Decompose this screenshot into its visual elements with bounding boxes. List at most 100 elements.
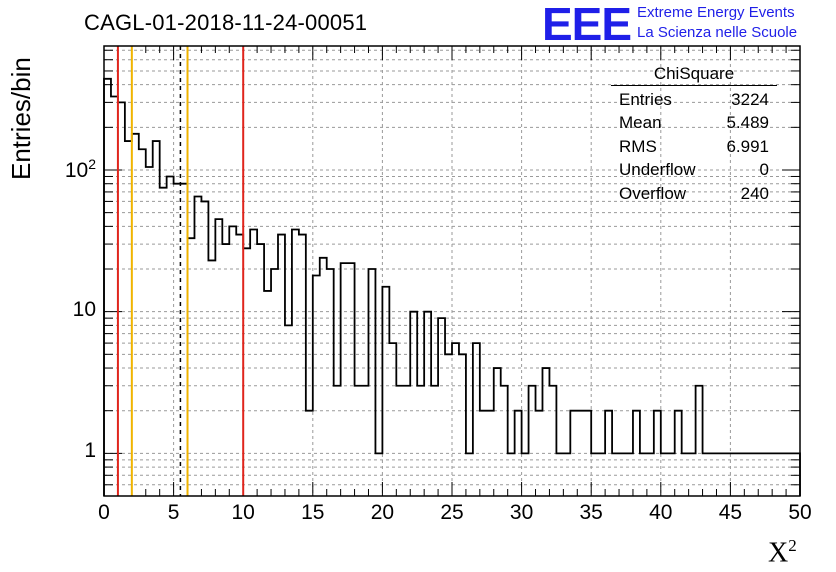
histogram-bin <box>194 196 201 496</box>
stats-label: Entries <box>619 90 672 109</box>
histogram-bin <box>264 291 271 496</box>
stats-value: 0 <box>759 160 769 180</box>
histogram-bin <box>222 244 229 496</box>
histogram-bin <box>174 184 181 496</box>
histogram-bin <box>278 235 285 496</box>
histogram-bin <box>542 368 549 496</box>
histogram-bin <box>619 453 626 496</box>
x-tick-label: 0 <box>98 501 110 524</box>
histogram-bin <box>229 226 236 496</box>
histogram-bin <box>605 411 612 496</box>
stats-label: Underflow <box>619 160 696 180</box>
stats-box: ChiSquare Entries 3224 Mean 5.489 RMS 6.991 Un… <box>611 64 777 205</box>
histogram-bin <box>494 368 501 496</box>
stats-value: 5.489 <box>726 113 769 133</box>
histogram-bin <box>299 235 306 496</box>
histogram-bin <box>160 188 167 496</box>
histogram-bin <box>188 238 195 496</box>
histogram-bin <box>716 453 723 496</box>
histogram-bin <box>355 386 362 496</box>
histogram-bin <box>243 248 250 496</box>
histogram-bin <box>647 453 654 496</box>
histogram-bin <box>556 453 563 496</box>
x-tick-label: 40 <box>649 501 673 524</box>
histogram-bin <box>508 453 515 496</box>
histogram-bin <box>730 453 737 496</box>
histogram-bin <box>522 453 529 496</box>
histogram-bin <box>334 386 341 496</box>
histogram-bin <box>118 102 125 496</box>
histogram-bin <box>257 244 264 496</box>
stats-row: Mean 5.489 <box>611 111 777 134</box>
stats-title: ChiSquare <box>611 64 777 86</box>
histogram-bin <box>201 201 208 496</box>
histogram-bin <box>689 453 696 496</box>
stats-row: Overflow 240 <box>611 182 777 205</box>
histogram-bin <box>236 235 243 496</box>
histogram-bin <box>536 411 543 496</box>
y-tick-label: 10 <box>72 297 96 321</box>
grid-lines <box>104 46 800 496</box>
x-tick-label: 30 <box>509 501 534 524</box>
x-tick-label: 25 <box>440 501 464 524</box>
histogram-bin <box>452 343 459 496</box>
histogram-outline <box>103 77 801 496</box>
stats-row: RMS 6.991 <box>611 135 777 158</box>
histogram-bin <box>758 453 765 496</box>
histogram-bin <box>181 184 188 496</box>
histogram-bin <box>424 312 431 496</box>
histogram-bin <box>786 453 793 496</box>
histogram-bin <box>696 386 703 496</box>
histogram-bin <box>640 453 647 496</box>
histogram-bin <box>675 411 682 496</box>
y-tick-label: 1 <box>84 439 96 463</box>
stats-row: Entries 3224 <box>611 88 777 111</box>
histogram-bin <box>104 79 111 496</box>
histogram-bin <box>153 141 160 496</box>
histogram-bin <box>327 269 334 496</box>
histogram-bin <box>633 411 640 496</box>
histogram-bin <box>480 411 487 496</box>
histogram-bin <box>389 343 396 496</box>
histogram-bin <box>591 453 598 496</box>
logo-line-1: Extreme Energy Events <box>637 4 795 21</box>
histogram-bin <box>167 176 174 496</box>
histogram-bin <box>744 453 751 496</box>
histogram-bin <box>570 411 577 496</box>
histogram-bin <box>584 411 591 496</box>
x-tick-label: 35 <box>579 501 603 524</box>
histogram-bin <box>473 343 480 496</box>
stats-value: 240 <box>740 183 769 203</box>
histogram-bin <box>111 97 118 496</box>
histogram-bin <box>410 312 417 496</box>
stats-value: 3224 <box>731 90 769 109</box>
histogram-bin <box>341 263 348 496</box>
histogram-bin <box>125 141 132 496</box>
histogram-bin <box>396 386 403 496</box>
histogram-bin <box>313 275 320 496</box>
histogram-bin <box>215 219 222 496</box>
histogram-bin <box>375 453 382 496</box>
stats-rows: Entries 3224 Mean 5.489 RMS 6.991 Underflow 0 Ov… <box>611 88 777 205</box>
histogram-bin <box>737 453 744 496</box>
chart-title: CAGL-01-2018-11-24-00051 <box>84 10 368 35</box>
histogram-bin <box>348 263 355 496</box>
histogram-bin <box>146 167 153 496</box>
x-axis-label: X2 <box>768 536 797 569</box>
histogram-bin <box>779 453 786 496</box>
histogram-bin <box>598 453 605 496</box>
stats-label: Overflow <box>619 183 687 203</box>
eee-logo: EEE <box>542 0 632 50</box>
y-tick-label: 102 <box>64 155 96 182</box>
histogram-bin <box>466 453 473 496</box>
histogram-bin <box>208 260 215 496</box>
histogram-bin <box>501 386 508 496</box>
histogram-bin <box>563 453 570 496</box>
histogram-bin <box>271 269 278 496</box>
histogram-bin <box>285 325 292 496</box>
histogram-bin <box>612 453 619 496</box>
y-axis-label: Entries/bin <box>6 57 36 180</box>
histogram-bin <box>459 354 466 496</box>
histogram-bin <box>368 269 375 496</box>
